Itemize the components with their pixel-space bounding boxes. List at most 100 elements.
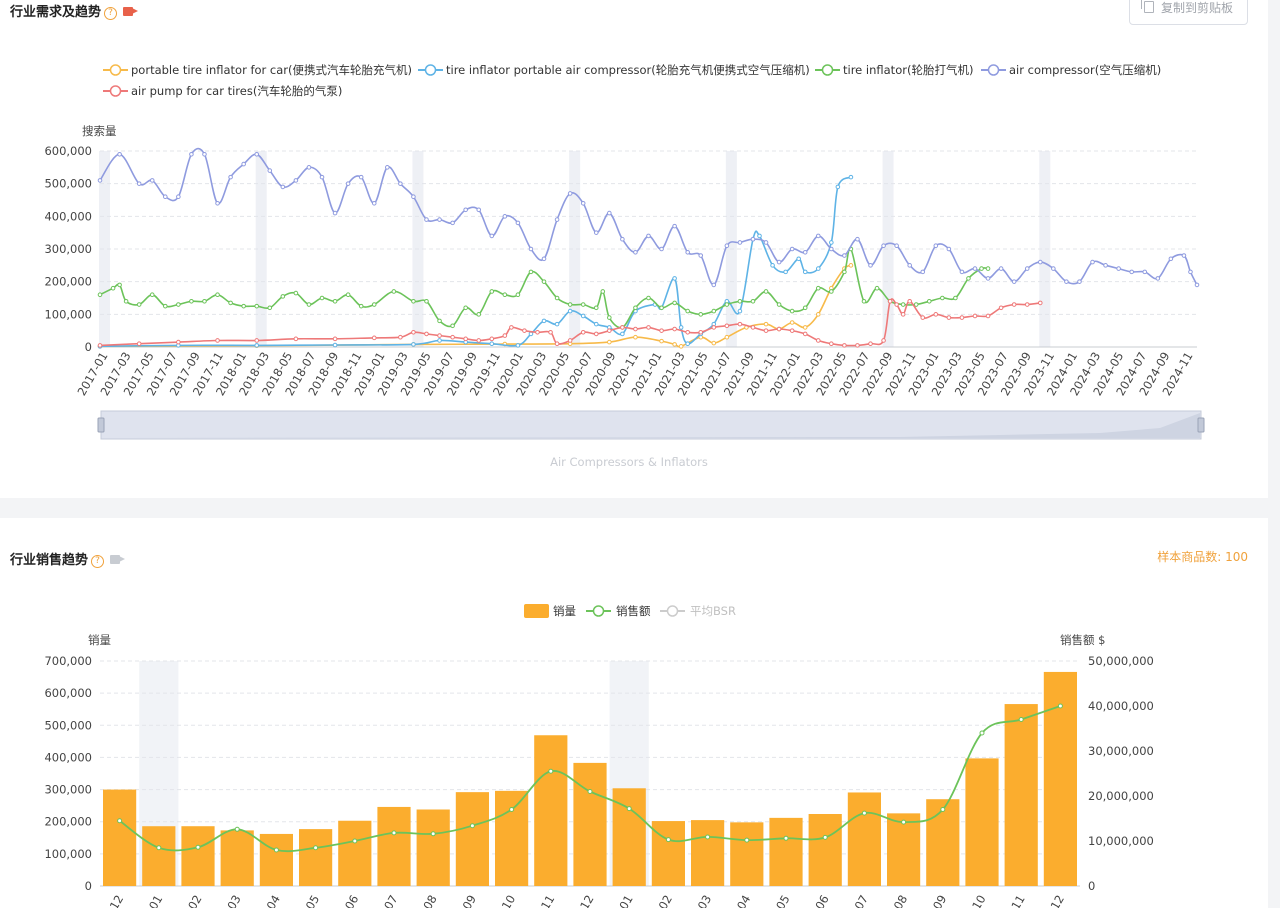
data-point (293, 336, 299, 342)
data-point (940, 295, 945, 301)
series-line (97, 147, 1200, 288)
series-line (97, 298, 1043, 348)
series-line (97, 263, 854, 349)
data-point (789, 308, 795, 314)
data-point (202, 151, 207, 157)
copy-to-clipboard-button[interactable]: 复制到剪贴板 (1129, 0, 1248, 25)
data-point (1077, 279, 1082, 284)
data-point (97, 292, 103, 298)
y-tick-label: 500,000 (44, 177, 92, 191)
data-point (509, 325, 514, 330)
data-point (672, 300, 677, 306)
revenue-point (1057, 703, 1063, 709)
data-point (946, 246, 952, 252)
data-point (607, 328, 612, 333)
data-point (815, 338, 821, 343)
data-point (162, 303, 168, 309)
help-icon[interactable]: ? (91, 555, 105, 568)
search-volume-chart: portable tire inflator for car(便携式汽车轮胎充气… (44, 63, 1205, 469)
data-point (97, 178, 103, 183)
data-point (593, 321, 599, 327)
data-point (241, 161, 246, 167)
legend-item[interactable]: portable tire inflator for car(便携式汽车轮胎充气… (103, 63, 412, 77)
sales-volume-bar (730, 822, 764, 886)
legend-item[interactable]: tire inflator(轮胎打气机) (815, 63, 973, 77)
x-tick-label: 06 (812, 893, 831, 908)
data-point (646, 233, 651, 239)
sales-volume-bar (612, 788, 646, 886)
data-point (1064, 279, 1069, 284)
video-icon[interactable] (110, 555, 126, 564)
data-point (515, 220, 521, 226)
data-point (1011, 302, 1017, 307)
legend-item[interactable]: 销售额 (586, 604, 651, 618)
data-point (633, 305, 638, 311)
x-tick-label: 03 (224, 893, 243, 908)
slider-label: Air Compressors & Inflators (550, 455, 708, 469)
y2-tick-label: 10,000,000 (1088, 834, 1154, 848)
data-point (541, 279, 547, 284)
data-point (117, 282, 122, 288)
x-tick-label: 10 (499, 893, 518, 908)
data-point (489, 341, 495, 347)
legend-item[interactable]: 销量 (524, 604, 576, 618)
x-tick-label: 12 (577, 893, 596, 908)
data-point (319, 174, 325, 180)
data-point (685, 330, 690, 335)
zoom-slider[interactable] (97, 410, 1205, 440)
data-point (476, 338, 482, 343)
legend-label: portable tire inflator for car(便携式汽车轮胎充气… (131, 63, 412, 77)
video-icon[interactable] (123, 7, 139, 16)
legend-item[interactable]: air pump for car tires(汽车轮胎的气泵) (103, 84, 342, 98)
revenue-point (195, 844, 201, 850)
data-point (659, 305, 664, 311)
data-point (848, 263, 854, 268)
y-tick-label: 600,000 (44, 144, 92, 158)
revenue-point (391, 830, 397, 836)
x-tick-label: 07 (852, 893, 871, 908)
x-tick-label: 10 (969, 893, 988, 908)
legend-item[interactable]: air compressor(空气压缩机) (981, 63, 1161, 77)
slider-handle-right (1197, 417, 1205, 433)
data-point (711, 308, 717, 314)
data-point (1103, 263, 1108, 268)
x-tick-label: 04 (734, 893, 753, 908)
data-point (815, 285, 821, 291)
data-point (411, 330, 416, 335)
revenue-point (352, 838, 358, 844)
data-point (580, 313, 586, 319)
data-point (1129, 269, 1135, 275)
data-point (829, 341, 834, 347)
help-icon[interactable]: ? (104, 7, 118, 20)
data-point (979, 266, 984, 271)
legend-item[interactable]: tire inflator portable air compressor(轮胎… (418, 63, 810, 77)
revenue-point (156, 845, 162, 851)
data-point (633, 326, 638, 332)
x-tick-label: 01 (616, 893, 635, 908)
data-point (411, 342, 416, 347)
y2-tick-label: 30,000,000 (1088, 744, 1154, 758)
data-point (332, 298, 338, 304)
sales-volume-bar (847, 792, 881, 886)
data-point (685, 249, 690, 255)
data-point (293, 178, 299, 183)
data-point (815, 312, 821, 317)
industry-demand-panel: 行业需求及趋势? 复制到剪贴板 portable tire inflator f… (0, 0, 1268, 498)
slider-track (100, 410, 1202, 440)
legend-label: 平均BSR (690, 604, 736, 618)
data-point (946, 315, 952, 320)
sales-volume-bar (103, 789, 137, 886)
data-point (476, 207, 482, 213)
data-point (881, 243, 886, 249)
legend-item[interactable]: 平均BSR (660, 604, 736, 618)
data-point (528, 269, 534, 275)
data-point (535, 330, 540, 335)
data-point (926, 298, 932, 304)
data-point (985, 266, 991, 271)
data-point (737, 240, 743, 245)
sales-volume-bar (259, 833, 293, 886)
data-point (385, 165, 390, 170)
data-point (842, 253, 847, 258)
data-point (698, 253, 704, 258)
